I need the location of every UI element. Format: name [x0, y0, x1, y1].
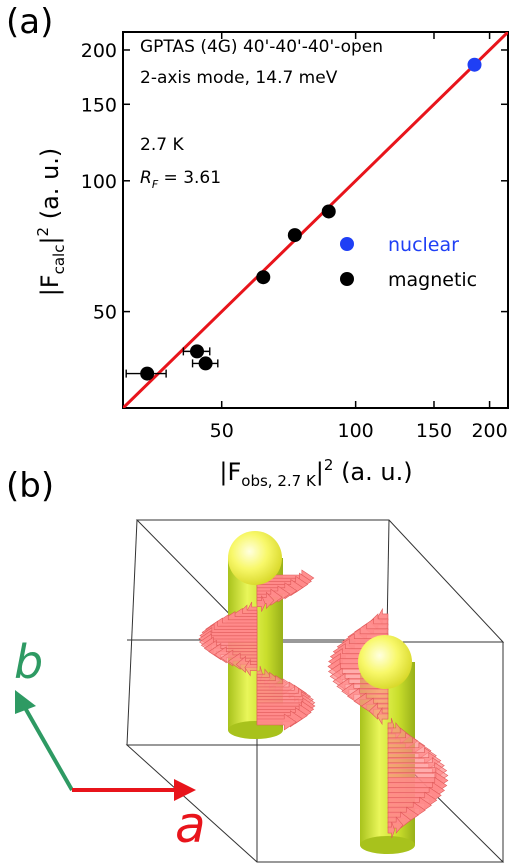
spin-arrow — [256, 713, 297, 731]
helix-arrows-right — [327, 607, 449, 839]
x-tick-label: 100 — [338, 420, 374, 442]
reference-line — [123, 32, 508, 408]
data-point-magnetic — [198, 356, 213, 371]
axis-a-arrow — [72, 779, 196, 801]
data-point-magnetic — [256, 270, 271, 285]
legend-marker-nuclear — [340, 237, 354, 251]
structure-diagram: b a — [14, 519, 505, 863]
annotation-instrument: GPTAS (4G) 40'-40'-40'-open — [140, 37, 383, 57]
annotation-rf: RF = 3.61 — [140, 168, 221, 191]
spin-arrow — [244, 658, 258, 677]
y-tick-label: 50 — [93, 302, 117, 324]
plot-frame — [122, 31, 509, 409]
x-axis-title: |Fobs, 2.7 K|2 (a. u.) — [219, 456, 412, 490]
x-tick-label: 200 — [471, 420, 507, 442]
spin-arrow — [256, 595, 266, 612]
y-axis-title: |Fcalc|2 (a. u.) — [34, 148, 68, 297]
data-point-magnetic — [140, 366, 155, 381]
panel-label-a: (a) — [6, 2, 54, 42]
data-point-magnetic — [190, 344, 205, 359]
x-tick-label: 150 — [416, 420, 452, 442]
y-tick-label: 100 — [81, 171, 117, 193]
x-tick-label: 50 — [210, 420, 234, 442]
axis-b-label: b — [14, 635, 43, 689]
spin-helix-right — [327, 607, 449, 854]
spin-arrow — [376, 706, 389, 726]
rf-symbol: R — [140, 168, 152, 188]
atom-sphere-left — [228, 531, 282, 585]
annotation-temperature: 2.7 K — [140, 135, 184, 155]
legend-label-magnetic: magnetic — [388, 269, 477, 291]
atom-sphere-right — [358, 635, 412, 689]
spin-arrow — [387, 821, 395, 839]
y-axis-ticks: 50 100 150 200 — [81, 40, 508, 324]
legend: nuclear magnetic — [340, 234, 477, 291]
legend-label-nuclear: nuclear — [388, 234, 459, 256]
chart-a: 50 100 150 200 50 100 150 200 GPTAS (4G) 40'-4… — [34, 31, 509, 490]
axis-b-arrow — [15, 690, 74, 791]
legend-marker-magnetic — [340, 272, 354, 286]
data-point-nuclear — [467, 57, 482, 72]
rf-value: = 3.61 — [158, 168, 221, 188]
rf-subscript: F — [152, 178, 159, 191]
y-tick-label: 200 — [81, 40, 117, 62]
annotation-mode: 2-axis mode, 14.7 meV — [140, 68, 338, 88]
axis-a-label: a — [175, 796, 206, 854]
data-point-magnetic — [321, 204, 336, 219]
y-tick-label: 150 — [81, 94, 117, 116]
x-axis-ticks: 50 100 150 200 — [210, 32, 508, 442]
data-point-magnetic — [287, 228, 302, 243]
spin-helix-left — [198, 531, 316, 739]
panel-label-b: (b) — [6, 466, 55, 506]
helix-arrows-left — [198, 569, 316, 731]
data-points — [125, 57, 482, 381]
